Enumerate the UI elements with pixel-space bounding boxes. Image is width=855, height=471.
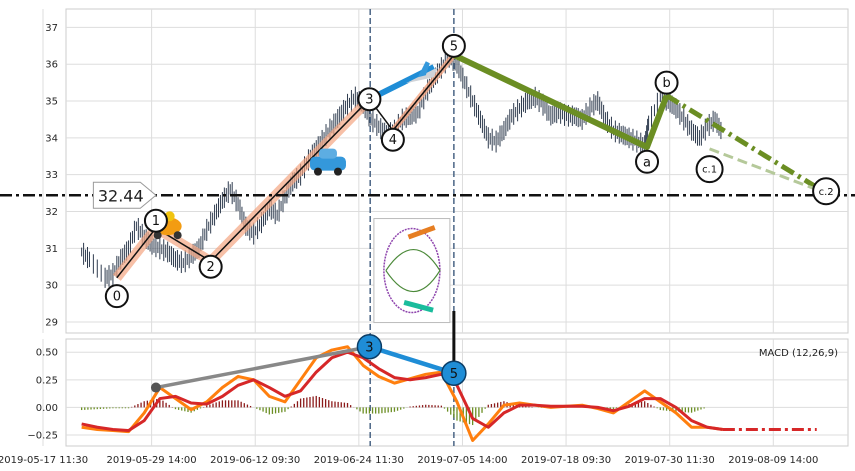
wave-label-circle — [104, 284, 129, 309]
axis-ticks: 2019-05-17 11:30 2019-05-29 14:00 2019-06-… — [0, 23, 818, 466]
x-tick-label: 2019-05-29 14:00 — [107, 455, 197, 466]
price-y-tick-label: 34 — [45, 133, 58, 144]
wave-label: b — [662, 76, 670, 91]
macd-marker-label: 3 — [365, 341, 373, 356]
wave-path-c1-c2 — [709, 147, 827, 195]
train-bottom-icon — [403, 300, 434, 313]
macd-line — [81, 350, 724, 433]
wave-label-circle — [380, 127, 405, 152]
car-icon — [309, 156, 346, 171]
x-tick-label: 2019-07-05 14:00 — [417, 455, 507, 466]
wave-label: a — [643, 155, 651, 170]
wave-label-circle — [357, 87, 382, 112]
scooter-wheel-icon — [153, 231, 162, 240]
car-wheel-icon — [333, 167, 342, 176]
x-tick-label: 2019-05-17 11:30 — [0, 455, 88, 466]
wave-label-circle — [143, 208, 168, 233]
macd-marker-circle — [441, 360, 467, 386]
macd-y-tick-label: 0.50 — [36, 348, 58, 359]
car-wheel-icon — [313, 167, 322, 176]
price-y-tick-label: 33 — [45, 170, 58, 181]
wave-label: 5 — [450, 39, 458, 54]
macd-divergence-line — [155, 345, 370, 390]
wave-label: 3 — [365, 93, 373, 108]
wave-label: 2 — [207, 260, 215, 275]
wave-label: c.2 — [819, 187, 834, 198]
wave-path-b-c2 — [665, 93, 828, 196]
car-cabin-icon — [318, 148, 337, 159]
price-y-tick-label: 29 — [45, 317, 58, 328]
x-tick-label: 2019-06-12 09:30 — [210, 455, 300, 466]
macd-marker-circle — [356, 333, 383, 360]
x-tick-label: 2019-06-24 11:30 — [314, 455, 404, 466]
wave-label: 1 — [152, 214, 160, 229]
wave-label-circle — [198, 254, 223, 279]
x-tick-label: 2019-07-18 09:30 — [521, 455, 611, 466]
price-y-tick-label: 37 — [45, 23, 58, 34]
wave-label: c.1 — [702, 165, 717, 176]
macd-y-tick-label: 0.25 — [36, 375, 58, 386]
wave-label-circle — [635, 149, 660, 174]
price-y-tick-label: 36 — [45, 60, 58, 71]
macd-marker-label: 5 — [450, 367, 458, 382]
wave-label-circle — [654, 70, 679, 95]
price-y-tick-label: 31 — [45, 244, 58, 255]
wave-label-circle — [812, 177, 841, 206]
airplane-wing-icon — [417, 61, 430, 78]
track-inner-icon — [385, 248, 441, 293]
grid — [42, 9, 848, 446]
scooter-wheel-icon — [173, 231, 182, 240]
macd-wave-line — [368, 344, 455, 376]
price-tag-label: 32.44 — [98, 186, 144, 205]
x-tick-label: 2019-08-09 14:00 — [728, 455, 818, 466]
price-y-tick-label: 30 — [45, 281, 58, 292]
macd-series: 35 — [80, 311, 817, 442]
price-y-tick-label: 32 — [45, 207, 58, 218]
x-tick-label: 2019-07-30 11:30 — [625, 455, 715, 466]
macd-y-tick-label: 0.00 — [36, 403, 58, 414]
price-tag-box — [92, 181, 157, 209]
wave-label: 0 — [113, 290, 121, 305]
macd-y-tick-label: −0.25 — [27, 430, 58, 441]
price-y-tick-label: 35 — [45, 97, 58, 108]
macd-divergence-dot — [150, 382, 161, 393]
wave-label-circle — [441, 33, 466, 58]
wave-label-circle — [695, 155, 724, 184]
wave-path-5-b — [452, 52, 670, 151]
train-top-icon — [407, 225, 436, 240]
wave-label: 4 — [389, 133, 397, 148]
wave-path-4-5 — [392, 54, 455, 131]
macd-title: MACD (12,26,9) — [759, 348, 838, 359]
